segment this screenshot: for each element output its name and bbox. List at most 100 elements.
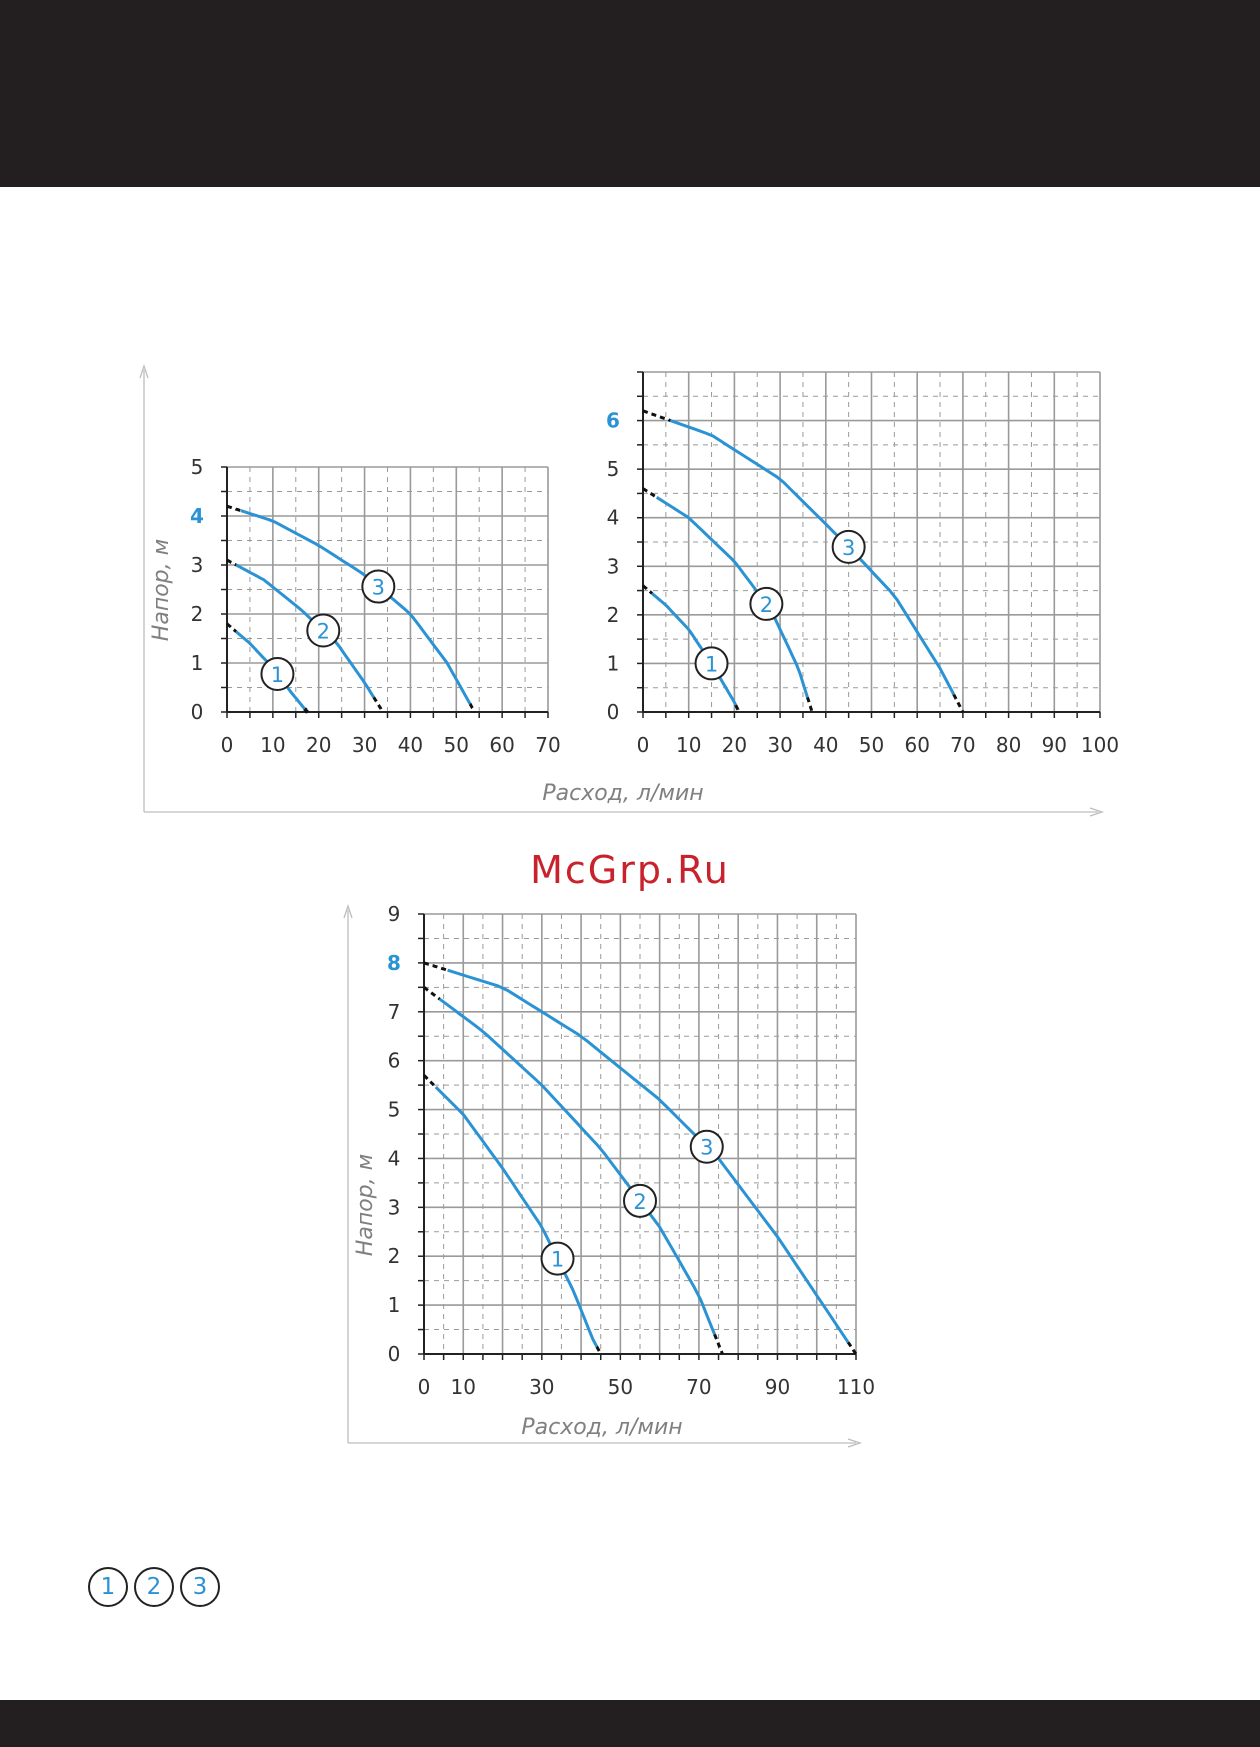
chart-2-badge-1 bbox=[694, 646, 729, 681]
chart-2-xtick-label: 0 bbox=[637, 733, 650, 757]
chart-3-series-3-line bbox=[447, 968, 850, 1344]
chart-1-xlabel: Расход, л/мин bbox=[542, 781, 703, 806]
chart-1-badge-1-label: 1 bbox=[271, 663, 284, 687]
chart-1-series-3-dash-start bbox=[226, 504, 242, 513]
chart-2-series-2-dash-start bbox=[642, 487, 658, 499]
chart-1-series-2-line bbox=[235, 563, 375, 699]
chart-2-badge-1-label: 1 bbox=[705, 652, 718, 676]
chart-3-ytick-label: 4 bbox=[388, 1146, 401, 1170]
chart-1-xtick-label: 30 bbox=[352, 733, 377, 757]
chart-2-ytick-label: 4 bbox=[607, 506, 620, 530]
chart-1-ytick-label: 5 bbox=[191, 455, 204, 479]
chart-2-xtick-label: 30 bbox=[767, 733, 792, 757]
chart-1-xtick-label: 50 bbox=[444, 733, 469, 757]
chart-3-xtick-label: 0 bbox=[418, 1375, 431, 1399]
chart-1-xtick-label: 10 bbox=[260, 733, 285, 757]
chart-2-series-3-line bbox=[669, 419, 956, 696]
chart-1-badge-3 bbox=[361, 569, 396, 604]
chart-2-xtick-label: 60 bbox=[904, 733, 929, 757]
watermark: McGrp.Ru bbox=[530, 848, 730, 892]
chart-3-badge-1-label: 1 bbox=[551, 1248, 564, 1272]
chart-2-xtick-label: 100 bbox=[1081, 733, 1119, 757]
chart-1-ytick-label: 4 bbox=[190, 504, 204, 528]
chart-2-ytick-label: 0 bbox=[607, 700, 620, 724]
chart-3-series-1-dash-start bbox=[422, 1074, 437, 1089]
chart-3-ytick-label: 9 bbox=[388, 902, 401, 926]
frame-top bbox=[139, 363, 1105, 817]
chart-1-series-3-line bbox=[240, 509, 472, 705]
chart-3-ylabel: Напор, м bbox=[353, 1154, 378, 1256]
chart-3-badge-3 bbox=[689, 1129, 724, 1164]
chart-1-badge-2 bbox=[306, 613, 341, 648]
chart-2-series-1-line bbox=[651, 592, 738, 706]
chart-3-xtick-label: 30 bbox=[529, 1375, 554, 1399]
chart-1-xtick-label: 20 bbox=[306, 733, 331, 757]
chart-1-series-2-dash-end bbox=[372, 696, 385, 713]
chart-1-xtick-label: 70 bbox=[535, 733, 560, 757]
chart-3-series-2-line bbox=[438, 997, 716, 1335]
frame-bottom bbox=[343, 903, 863, 1448]
legend-badge-3: 3 bbox=[180, 1567, 220, 1607]
chart-2-series-1-dash-start bbox=[641, 584, 654, 595]
chart-2-ytick-label: 3 bbox=[607, 554, 620, 578]
chart-2-series-1-dash-end bbox=[734, 704, 741, 713]
chart-1-series-3-dash-end bbox=[468, 702, 476, 713]
chart-1-ytick-label: 2 bbox=[191, 602, 204, 626]
chart-1-ylabel: Напор, м bbox=[149, 539, 174, 641]
chart-3-badge-2-label: 2 bbox=[633, 1190, 646, 1214]
chart-2-xtick-label: 90 bbox=[1042, 733, 1067, 757]
chart-3-series-2-dash-start bbox=[423, 986, 441, 1001]
chart-2-xtick-label: 50 bbox=[859, 733, 884, 757]
chart-1-badge-1 bbox=[260, 657, 295, 692]
chart-3-xtick-label: 70 bbox=[686, 1375, 711, 1399]
footer-bar bbox=[0, 1700, 1260, 1747]
chart-1-series-1-dash-start bbox=[225, 622, 238, 633]
chart-2-ytick-label: 5 bbox=[607, 457, 620, 481]
chart-2-series-2-dash-end bbox=[806, 697, 814, 713]
chart-2-badge-3 bbox=[831, 529, 866, 564]
chart-1-ytick-label: 0 bbox=[191, 700, 204, 724]
header-bar bbox=[0, 0, 1260, 187]
chart-3-ytick-label: 3 bbox=[388, 1195, 401, 1219]
chart-3-ytick-label: 8 bbox=[387, 951, 401, 975]
chart-3-ytick-label: 0 bbox=[388, 1342, 401, 1366]
chart-2-xtick-label: 40 bbox=[813, 733, 838, 757]
chart-3-xlabel: Расход, л/мин bbox=[521, 1415, 682, 1440]
chart-1-badge-2-label: 2 bbox=[317, 620, 330, 644]
chart-3-ytick-label: 5 bbox=[388, 1098, 401, 1122]
chart-3-series-3-dash-start bbox=[423, 961, 449, 972]
chart-1-badge-3-label: 3 bbox=[372, 576, 385, 600]
chart-2-xtick-label: 80 bbox=[996, 733, 1021, 757]
legend: 1 2 3 bbox=[88, 1567, 220, 1607]
chart-2-ytick-label: 1 bbox=[607, 651, 620, 675]
chart-3-xtick-label: 10 bbox=[451, 1375, 476, 1399]
chart-3-badge-3-label: 3 bbox=[700, 1136, 713, 1160]
chart-3-xtick-label: 90 bbox=[765, 1375, 790, 1399]
chart-3-ytick-label: 2 bbox=[388, 1244, 401, 1268]
chart-1-xtick-label: 60 bbox=[489, 733, 514, 757]
chart-2-xtick-label: 70 bbox=[950, 733, 975, 757]
chart-3-ytick-label: 7 bbox=[388, 1000, 401, 1024]
chart-3-xtick-label: 110 bbox=[837, 1375, 875, 1399]
chart-2-xtick-label: 20 bbox=[722, 733, 747, 757]
chart-1-series-1-dash-end bbox=[303, 707, 309, 714]
chart-2-series-2-line bbox=[655, 496, 809, 698]
chart-2-ytick-label: 6 bbox=[606, 409, 620, 433]
chart-3-ytick-label: 6 bbox=[388, 1049, 401, 1073]
chart-2-badge-2 bbox=[749, 586, 784, 621]
chart-1-xtick-label: 0 bbox=[221, 733, 234, 757]
chart-1-ytick-label: 1 bbox=[191, 651, 204, 675]
legend-badge-2: 2 bbox=[134, 1567, 174, 1607]
chart-2-series-3-dash-start bbox=[642, 409, 671, 422]
chart-2-badge-3-label: 3 bbox=[842, 536, 855, 560]
chart-2-xtick-label: 10 bbox=[676, 733, 701, 757]
chart-3-series-1-dash-end bbox=[595, 1345, 603, 1355]
chart-1-ytick-label: 3 bbox=[191, 553, 204, 577]
chart-1-series-2-dash-start bbox=[226, 558, 237, 567]
chart-1-xtick-label: 40 bbox=[398, 733, 423, 757]
chart-3-series-2-dash-end bbox=[713, 1333, 724, 1355]
chart-3-xtick-label: 50 bbox=[608, 1375, 633, 1399]
chart-2-ytick-label: 2 bbox=[607, 603, 620, 627]
